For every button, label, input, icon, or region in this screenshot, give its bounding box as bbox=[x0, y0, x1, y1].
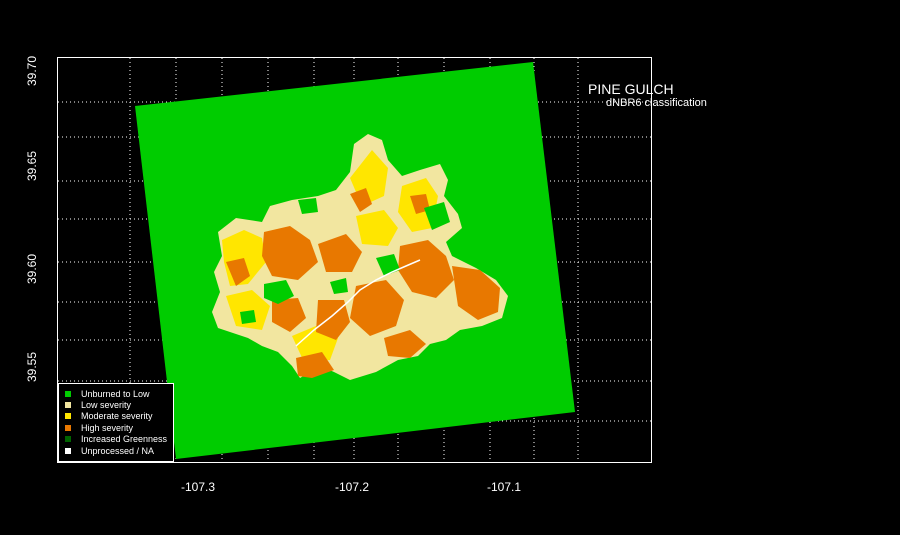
legend-item-na: Unprocessed / NA bbox=[65, 445, 173, 456]
legend-swatch bbox=[65, 402, 71, 409]
legend-label: Moderate severity bbox=[81, 411, 153, 422]
legend-swatch bbox=[65, 424, 71, 431]
legend-swatch bbox=[65, 436, 71, 443]
legend-item-unburned: Unburned to Low bbox=[65, 388, 173, 399]
legend-label: Unprocessed / NA bbox=[81, 445, 155, 456]
legend-label: High severity bbox=[81, 422, 134, 433]
legend-label: Unburned to Low bbox=[81, 388, 150, 399]
burn-area-islands bbox=[240, 198, 450, 324]
x-tick-label: -107.3 bbox=[181, 480, 216, 494]
legend-swatch bbox=[65, 413, 71, 420]
map-title: PINE GULCH bbox=[588, 81, 674, 97]
legend-swatch bbox=[65, 447, 71, 454]
y-tick-label: 39.55 bbox=[25, 351, 40, 383]
x-tick-label: -107.2 bbox=[335, 480, 370, 494]
legend-item-low: Low severity bbox=[65, 399, 173, 410]
y-tick-label: 39.70 bbox=[25, 55, 40, 87]
burn-area-na bbox=[295, 259, 421, 347]
legend-swatch bbox=[65, 390, 71, 397]
legend-item-moderate: Moderate severity bbox=[65, 411, 173, 422]
legend-label: Low severity bbox=[81, 400, 132, 411]
y-tick-label: 39.65 bbox=[25, 150, 40, 182]
map-subtitle: dNBR6 classification bbox=[606, 97, 707, 109]
burn-area-high bbox=[226, 188, 500, 378]
y-tick-label: 39.60 bbox=[25, 253, 40, 285]
legend-item-high: High severity bbox=[65, 422, 173, 433]
legend-item-greenness: Increased Greenness bbox=[65, 434, 173, 445]
legend-label: Increased Greenness bbox=[81, 434, 168, 445]
map-frame bbox=[57, 57, 652, 463]
legend: Unburned to Low Low severity Moderate se… bbox=[58, 383, 174, 462]
x-tick-label: -107.1 bbox=[487, 480, 522, 494]
